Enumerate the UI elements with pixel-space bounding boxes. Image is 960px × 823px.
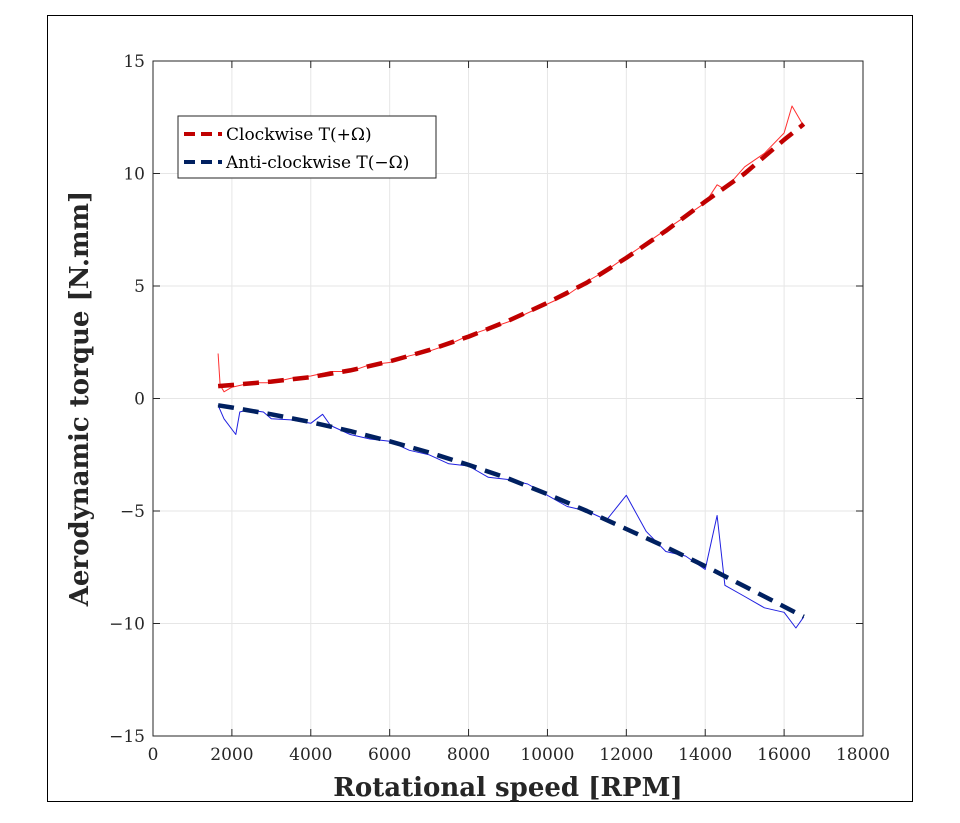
y-tick-label: −10: [109, 615, 145, 635]
x-tick-label: 10000: [520, 745, 574, 765]
x-tick-label: 4000: [289, 745, 332, 765]
legend: Clockwise T(+Ω) Anti-clockwise T(−Ω): [177, 115, 437, 179]
x-tick-label: 2000: [210, 745, 253, 765]
x-tick-label: 0: [148, 745, 159, 765]
y-tick-label: 5: [134, 277, 145, 297]
legend-box: [177, 115, 437, 179]
y-tick-label: 15: [123, 52, 145, 72]
x-tick-label: 18000: [836, 745, 890, 765]
x-tick-label: 8000: [447, 745, 490, 765]
legend-label-anti-clockwise: Anti-clockwise T(−Ω): [225, 153, 409, 173]
measured-series-line: [217, 105, 805, 393]
x-tick-label: 16000: [757, 745, 811, 765]
fit-series-line: [217, 403, 805, 619]
line-chart: 0 2000 4000 6000 8000 10000 12000 14000 16000 180…: [65, 52, 890, 803]
y-tick-label: 10: [123, 165, 145, 185]
series-layer: [217, 105, 806, 629]
legend-label-clockwise: Clockwise T(+Ω): [226, 125, 372, 145]
axis-ticks: 0 2000 4000 6000 8000 10000 12000 14000 16000 180…: [109, 52, 890, 765]
x-axis-title: Rotational speed [RPM]: [333, 773, 682, 803]
x-tick-label: 14000: [678, 745, 732, 765]
x-tick-label: 6000: [368, 745, 411, 765]
measured-series-line: [217, 405, 805, 629]
y-tick-label: −15: [109, 727, 145, 747]
figure-frame: 0 2000 4000 6000 8000 10000 12000 14000 16000 180…: [47, 15, 913, 803]
y-tick-label: −5: [120, 502, 145, 522]
x-tick-label: 12000: [599, 745, 653, 765]
fit-series-line: [217, 122, 806, 389]
y-tick-label: 0: [134, 390, 145, 410]
y-axis-title: Aerodynamic torque [N.mm]: [65, 191, 95, 608]
